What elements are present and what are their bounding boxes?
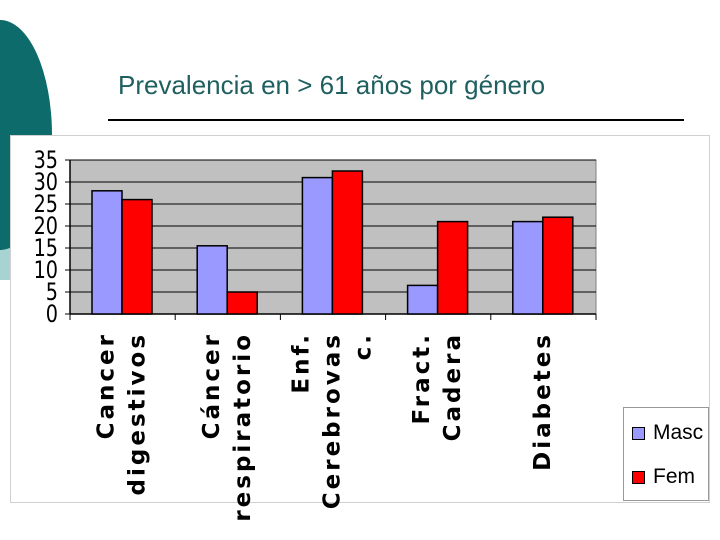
- x-category-label-0-0: Cancer: [94, 332, 120, 439]
- bar-fem-3: [436, 220, 469, 315]
- x-category-label-2-2: c.: [351, 332, 377, 360]
- x-category-label-4-0: Diabetes: [530, 332, 556, 471]
- x-category-label-0-1: digestivos: [125, 332, 151, 495]
- legend-item-masc: Masc: [632, 419, 703, 447]
- y-tick-label-10: 10: [34, 257, 58, 285]
- bar-fem-4: [542, 216, 574, 315]
- legend-swatch-masc: [632, 426, 645, 440]
- y-tick-label-30: 30: [34, 169, 58, 197]
- x-category-label-2-1: Cerebrovas: [320, 332, 346, 509]
- y-tick-label-5: 5: [46, 279, 58, 307]
- x-category-label-1-1: respiratorio: [230, 332, 256, 522]
- x-category-label-1-0: Cáncer: [199, 332, 225, 439]
- y-tick-label-0: 0: [46, 301, 58, 329]
- x-category-label-3-1: Cadera: [440, 332, 466, 441]
- bar-masc-2: [301, 176, 334, 315]
- y-tick-label-25: 25: [34, 191, 58, 219]
- y-tick-label-35: 35: [34, 147, 58, 175]
- x-category-label-3-0: Fract.: [409, 332, 435, 424]
- bar-fem-1: [226, 291, 258, 315]
- x-category-label-2-0: Enf.: [289, 332, 315, 394]
- bar-masc-0: [91, 190, 123, 315]
- title-divider: [108, 119, 684, 121]
- bar-masc-4: [512, 220, 544, 315]
- legend-label-fem: Fem: [653, 465, 695, 488]
- legend-swatch-fem: [632, 470, 645, 484]
- bar-fem-2: [331, 170, 364, 315]
- bar-fem-0: [121, 198, 153, 315]
- y-tick-label-15: 15: [34, 235, 58, 263]
- slide-title: Prevalencia en > 61 años por género: [118, 70, 546, 100]
- bar-masc-3: [406, 284, 439, 315]
- y-tick-label-20: 20: [34, 213, 58, 241]
- legend-item-fem: Fem: [632, 463, 695, 491]
- bar-masc-1: [196, 245, 228, 315]
- chart-legend: Masc Fem: [623, 407, 709, 501]
- legend-label-masc: Masc: [653, 421, 704, 444]
